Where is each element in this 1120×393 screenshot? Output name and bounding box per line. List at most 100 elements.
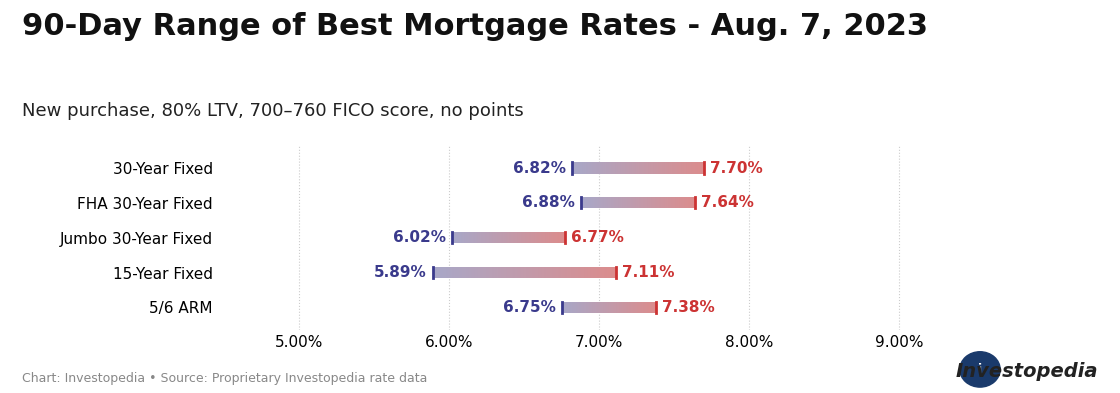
Bar [495, 267, 497, 278]
Bar [585, 162, 586, 174]
Bar [521, 267, 523, 278]
Bar [599, 267, 600, 278]
Bar [528, 267, 529, 278]
Bar [579, 267, 581, 278]
Bar [700, 162, 701, 174]
Bar [570, 267, 571, 278]
Text: New purchase, 80% LTV, 700–760 FICO score, no points: New purchase, 80% LTV, 700–760 FICO scor… [22, 102, 524, 120]
Bar [691, 162, 692, 174]
Bar [609, 162, 610, 174]
Bar [515, 267, 516, 278]
Bar [485, 267, 486, 278]
Bar [553, 267, 554, 278]
Bar [654, 162, 655, 174]
Bar [596, 162, 597, 174]
Bar [661, 162, 663, 174]
Bar [590, 267, 591, 278]
Bar [569, 267, 570, 278]
Bar [458, 267, 460, 278]
Bar [670, 162, 671, 174]
Bar [483, 267, 485, 278]
Bar [500, 267, 502, 278]
Bar [592, 162, 594, 174]
Bar [608, 162, 609, 174]
Bar [604, 267, 605, 278]
Bar [573, 267, 575, 278]
Bar [465, 267, 466, 278]
Bar [554, 267, 557, 278]
Bar [598, 162, 600, 174]
Bar [557, 267, 558, 278]
Bar [692, 162, 693, 174]
Bar [672, 162, 673, 174]
Bar [629, 162, 631, 174]
Bar [435, 267, 436, 278]
Bar [584, 162, 585, 174]
Bar [688, 162, 689, 174]
Bar [456, 267, 457, 278]
Bar [477, 267, 478, 278]
Bar [616, 162, 617, 174]
Text: 6.02%: 6.02% [393, 230, 446, 245]
Bar [680, 162, 681, 174]
Bar [506, 267, 507, 278]
Bar [449, 267, 451, 278]
Bar [478, 267, 480, 278]
Bar [489, 267, 491, 278]
Bar [549, 267, 550, 278]
Bar [597, 267, 599, 278]
Bar [607, 267, 608, 278]
Bar [668, 162, 669, 174]
Bar [697, 162, 698, 174]
Bar [580, 162, 581, 174]
Bar [519, 267, 520, 278]
Bar [600, 267, 603, 278]
Bar [689, 162, 690, 174]
Bar [600, 162, 603, 174]
Bar [588, 267, 590, 278]
Text: 6.82%: 6.82% [513, 161, 567, 176]
Bar [628, 162, 629, 174]
Bar [530, 267, 532, 278]
Bar [617, 162, 618, 174]
Bar [576, 267, 578, 278]
Bar [645, 162, 646, 174]
Bar [469, 267, 470, 278]
Bar [609, 267, 612, 278]
Bar [582, 162, 584, 174]
Bar [470, 267, 473, 278]
Bar [699, 162, 700, 174]
Text: i: i [978, 363, 982, 376]
Bar [580, 267, 582, 278]
Bar [529, 267, 531, 278]
Bar [447, 267, 448, 278]
Bar [693, 162, 694, 174]
Text: 6.77%: 6.77% [571, 230, 624, 245]
Bar [545, 267, 548, 278]
Bar [653, 162, 654, 174]
Bar [604, 162, 605, 174]
Bar [498, 267, 500, 278]
Bar [633, 162, 634, 174]
Bar [542, 267, 544, 278]
Bar [679, 162, 680, 174]
Bar [601, 267, 604, 278]
Bar [650, 162, 651, 174]
Bar [594, 162, 595, 174]
Bar [614, 162, 615, 174]
Bar [589, 162, 590, 174]
Bar [436, 267, 437, 278]
Bar [587, 267, 588, 278]
Bar [567, 267, 569, 278]
Text: 5.89%: 5.89% [374, 265, 427, 280]
Bar [634, 162, 635, 174]
Bar [474, 267, 476, 278]
Bar [662, 162, 664, 174]
Bar [525, 267, 528, 278]
Text: 7.38%: 7.38% [662, 300, 715, 315]
Bar [576, 162, 577, 174]
Bar [475, 267, 477, 278]
Bar [558, 267, 559, 278]
Bar [582, 267, 584, 278]
Bar [595, 162, 596, 174]
